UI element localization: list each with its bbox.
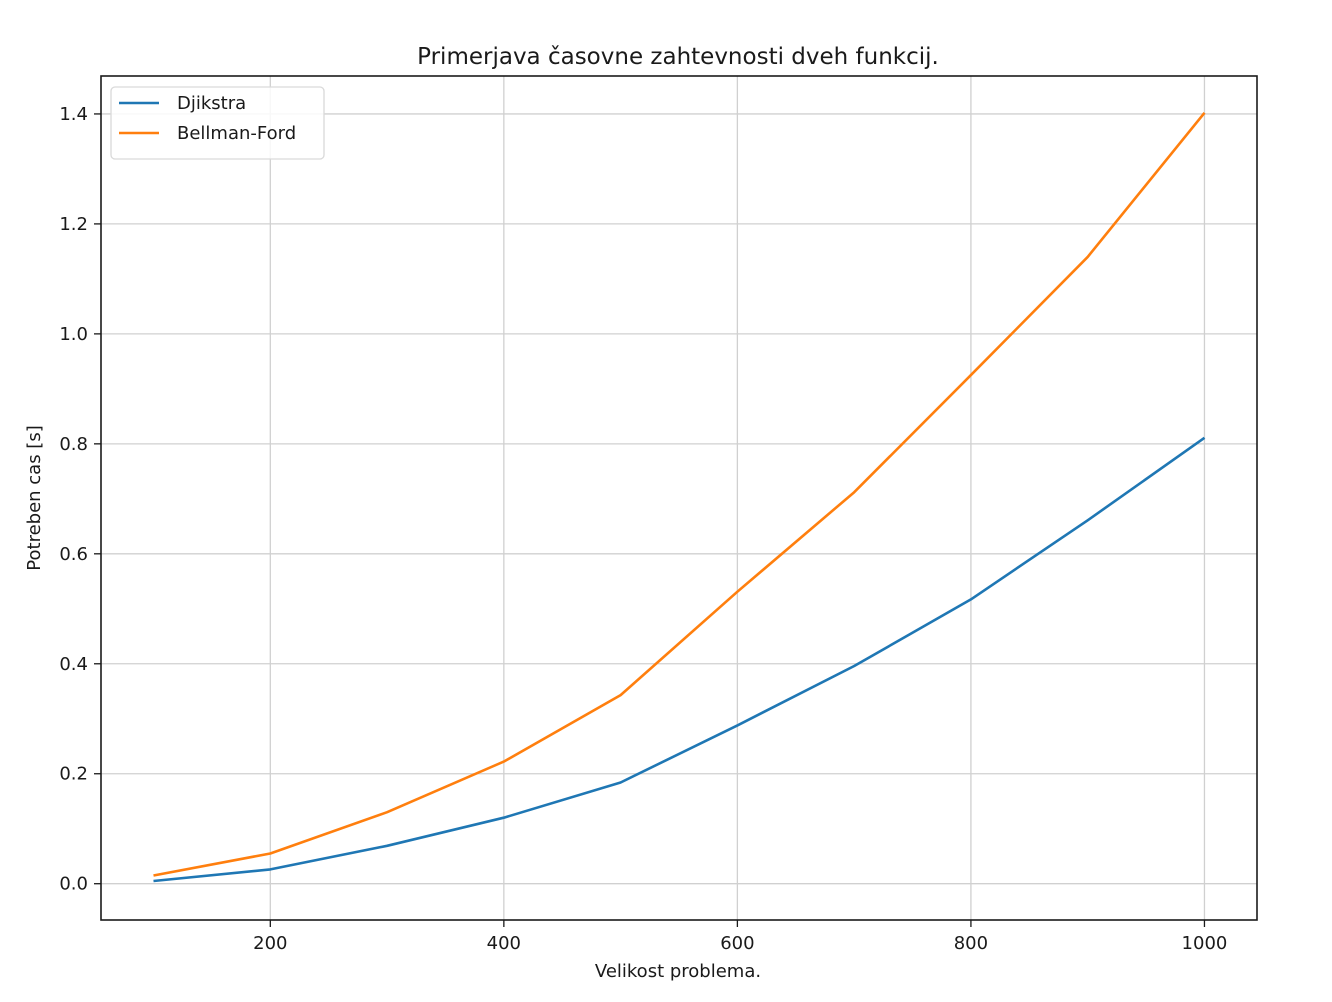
y-tick-label: 1.0: [59, 324, 88, 345]
legend: Djikstra Bellman-Ford: [110, 86, 325, 160]
axis-ticks: 200 400 600 800 1000 0.0 0.2 0.4 0.6 0.8 1.0 1.2 1.4: [59, 104, 1227, 954]
y-tick-label: 0.8: [59, 434, 88, 455]
x-tick-label: 200: [253, 933, 287, 954]
y-tick-label: 0.0: [59, 874, 88, 895]
series-line-1: [153, 436, 1206, 883]
legend-label: Djikstra: [177, 93, 246, 114]
y-tick-label: 0.4: [59, 654, 88, 675]
y-tick-label: 0.6: [59, 544, 88, 565]
y-tick-label: 1.4: [59, 104, 88, 125]
x-tick-label: 800: [954, 933, 988, 954]
legend-label: Bellman-Ford: [177, 123, 296, 144]
grid: [101, 76, 1257, 920]
y-axis-label: Potreben cas [s]: [24, 425, 45, 570]
x-tick-label: 400: [487, 933, 521, 954]
x-axis-label: Velikost problema.: [595, 961, 761, 982]
legend-box: [110, 86, 325, 160]
plot-frame: [100, 75, 1258, 921]
series-lines: [153, 111, 1206, 883]
series-line-2: [153, 111, 1206, 877]
x-tick-label: 1000: [1182, 933, 1228, 954]
y-tick-label: 0.2: [59, 764, 88, 785]
y-tick-label: 1.2: [59, 214, 88, 235]
x-tick-label: 600: [720, 933, 754, 954]
chart-title: Primerjava časovne zahtevnosti dveh funk…: [417, 44, 939, 70]
